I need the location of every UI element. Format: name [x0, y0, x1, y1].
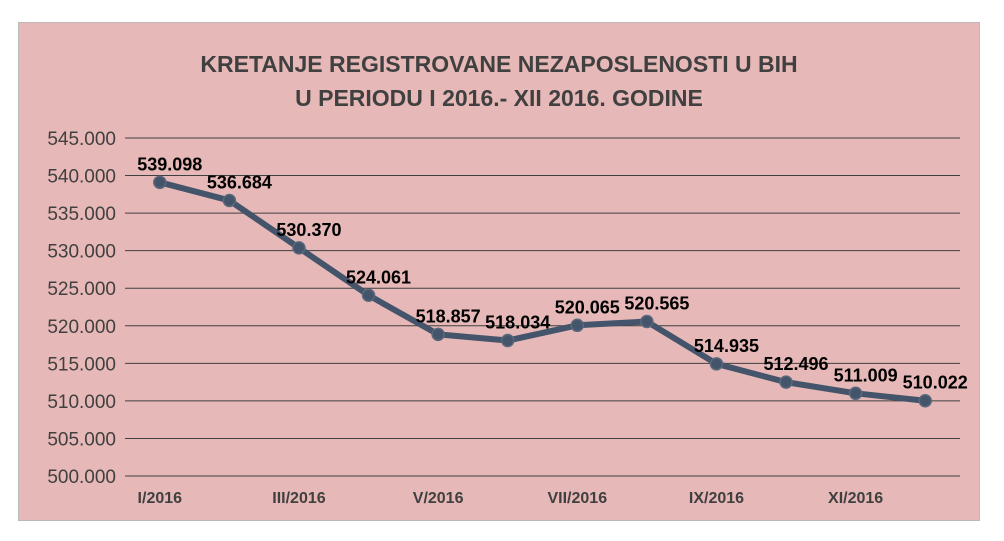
data-label: 530.370: [276, 220, 341, 240]
data-point: [222, 193, 237, 208]
x-tick-label: XI/2016: [828, 490, 883, 507]
data-point: [640, 314, 654, 329]
data-point: [848, 386, 863, 401]
y-tick-label: 505.000: [47, 429, 116, 450]
data-label: 520.565: [624, 294, 689, 314]
data-point: [292, 241, 306, 255]
data-point: [709, 357, 724, 371]
y-tick-label: 545.000: [47, 129, 116, 150]
y-tick-label: 515.000: [47, 354, 116, 375]
line-chart: 500.000 505.000 510.000 515.000 520.000 525.0…: [47, 129, 968, 507]
x-tick-label: VII/2016: [547, 490, 607, 507]
data-label: 510.022: [903, 373, 968, 393]
chart-title-line-1: KRETANJE REGISTROVANE NEZAPOSLENOSTI U B…: [200, 51, 798, 77]
x-tick-label: V/2016: [413, 490, 464, 507]
y-tick-label: 525.000: [47, 279, 116, 300]
data-label: 511.009: [834, 365, 898, 385]
chart-title: KRETANJE REGISTROVANE NEZAPOSLENOSTI U B…: [19, 47, 979, 115]
data-label: 514.935: [694, 336, 759, 356]
data-label: 539.098: [137, 154, 202, 174]
y-tick-label: 535.000: [47, 204, 116, 225]
data-label: 518.857: [416, 306, 481, 326]
data-point: [779, 375, 793, 389]
data-label: 536.684: [207, 172, 272, 192]
y-tick-label: 520.000: [47, 317, 116, 338]
x-tick-label: IX/2016: [689, 490, 744, 507]
data-point: [153, 175, 167, 190]
chart-area: KRETANJE REGISTROVANE NEZAPOSLENOSTI U B…: [18, 22, 980, 521]
data-label: 512.496: [764, 354, 829, 374]
data-point: [570, 318, 585, 333]
data-point: [361, 288, 376, 303]
y-tick-label: 540.000: [47, 167, 116, 188]
y-tick-label: 500.000: [47, 467, 116, 488]
y-tick-label: 530.000: [47, 242, 116, 263]
data-label: 518.034: [485, 313, 550, 333]
data-point: [500, 333, 515, 348]
data-label: 520.065: [555, 297, 620, 317]
chart-title-line-2: U PERIODU I 2016.- XII 2016. GODINE: [295, 85, 703, 111]
series-line: [156, 179, 929, 404]
x-tick-label: III/2016: [272, 490, 325, 507]
y-tick-label: 510.000: [47, 392, 116, 413]
data-point: [918, 393, 932, 408]
data-point: [431, 327, 445, 342]
x-tick-label: I/2016: [138, 490, 183, 507]
data-label: 524.061: [346, 267, 411, 287]
